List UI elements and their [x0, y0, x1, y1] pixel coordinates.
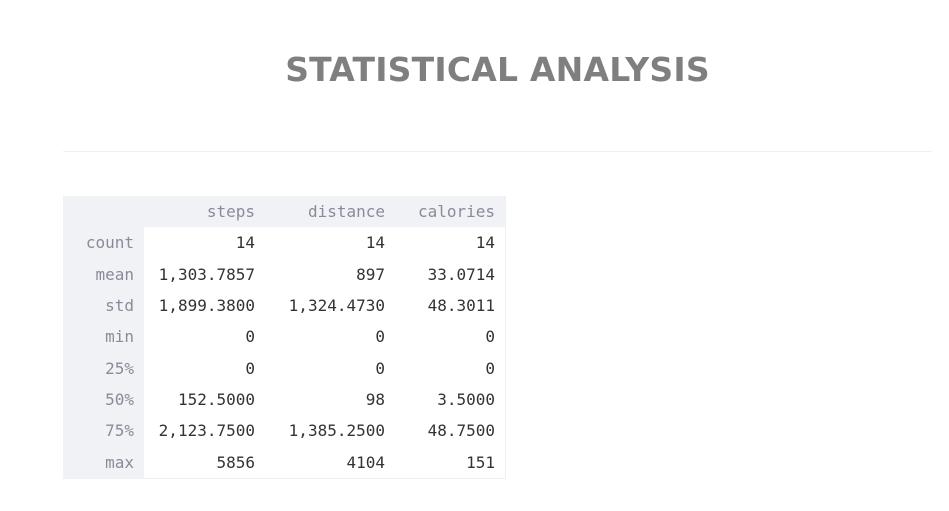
header-corner: [63, 196, 144, 228]
divider: [63, 151, 932, 152]
row-label: mean: [63, 258, 144, 290]
column-header-calories[interactable]: calories: [395, 196, 506, 228]
cell-distance: 0: [265, 321, 395, 353]
row-label: 25%: [63, 352, 144, 384]
cell-calories: 151: [395, 446, 506, 479]
cell-steps: 0: [144, 352, 265, 384]
cell-steps: 5856: [144, 446, 265, 479]
stats-table: steps distance calories count 14 14 14 m…: [63, 196, 506, 479]
table-row: 25% 0 0 0: [63, 352, 506, 384]
cell-calories: 3.5000: [395, 383, 506, 416]
cell-steps: 2,123.7500: [144, 415, 265, 447]
row-label: count: [63, 227, 144, 259]
table-row: 50% 152.5000 98 3.5000: [63, 383, 506, 416]
column-header-steps[interactable]: steps: [144, 196, 265, 228]
cell-distance: 1,324.4730: [265, 289, 395, 322]
table-row: min 0 0 0: [63, 321, 506, 353]
cell-distance: 1,385.2500: [265, 415, 395, 447]
table-row: 75% 2,123.7500 1,385.2500 48.7500: [63, 415, 506, 447]
table-header: steps distance calories: [63, 196, 506, 228]
row-label: min: [63, 321, 144, 353]
cell-steps: 152.5000: [144, 383, 265, 416]
table-row: count 14 14 14: [63, 227, 506, 259]
cell-distance: 14: [265, 227, 395, 259]
row-label: 50%: [63, 383, 144, 416]
row-label: std: [63, 289, 144, 322]
cell-distance: 98: [265, 383, 395, 416]
cell-calories: 33.0714: [395, 258, 506, 290]
cell-steps: 1,899.3800: [144, 289, 265, 322]
page-title: STATISTICAL ANALYSIS: [285, 50, 710, 89]
cell-steps: 14: [144, 227, 265, 259]
row-label: 75%: [63, 415, 144, 447]
cell-steps: 0: [144, 321, 265, 353]
cell-calories: 0: [395, 352, 506, 384]
cell-calories: 0: [395, 321, 506, 353]
table-body: count 14 14 14 mean 1,303.7857 897 33.07…: [63, 227, 506, 479]
cell-distance: 4104: [265, 446, 395, 479]
table-row: std 1,899.3800 1,324.4730 48.3011: [63, 289, 506, 322]
cell-distance: 0: [265, 352, 395, 384]
cell-calories: 14: [395, 227, 506, 259]
table-row: max 5856 4104 151: [63, 446, 506, 479]
column-header-distance[interactable]: distance: [265, 196, 395, 228]
header-row: steps distance calories: [63, 196, 506, 228]
cell-steps: 1,303.7857: [144, 258, 265, 290]
row-label: max: [63, 446, 144, 479]
cell-distance: 897: [265, 258, 395, 290]
table-row: mean 1,303.7857 897 33.0714: [63, 258, 506, 290]
cell-calories: 48.7500: [395, 415, 506, 447]
cell-calories: 48.3011: [395, 289, 506, 322]
